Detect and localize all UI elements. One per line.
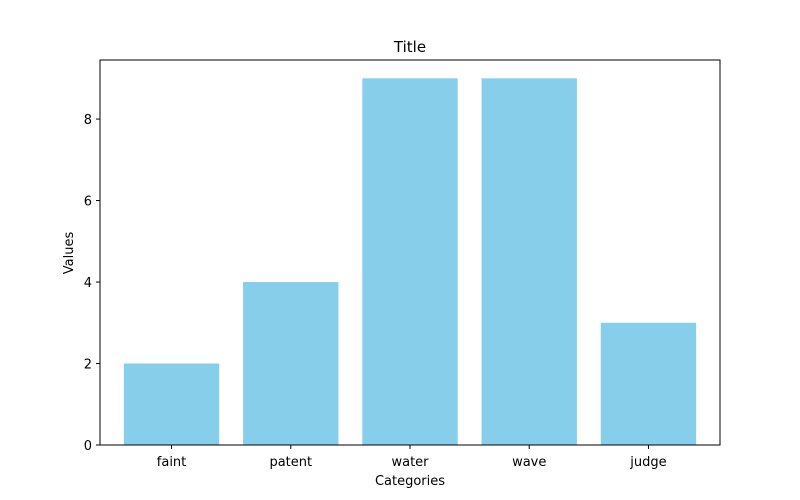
bars-group (123, 78, 697, 445)
bar-wave (481, 78, 577, 445)
x-axis-label: Categories (375, 474, 445, 489)
bar-water (362, 78, 458, 445)
x-tick-label: patent (269, 455, 312, 470)
x-tick-label: water (391, 455, 429, 470)
chart-title: Title (393, 38, 426, 56)
x-tick-label: wave (512, 455, 546, 470)
x-tick-label: judge (629, 455, 666, 470)
bar-faint (123, 363, 220, 445)
y-axis-label: Values (62, 232, 77, 275)
bar-judge (600, 322, 697, 445)
y-tick-label: 4 (84, 276, 92, 291)
y-axis-ticks: 0 2 4 6 8 (84, 113, 100, 454)
y-tick-label: 8 (84, 113, 92, 128)
y-tick-label: 2 (84, 358, 92, 373)
bar-patent (243, 282, 339, 445)
x-tick-label: faint (157, 455, 187, 470)
x-axis-ticks: faint patent water wave judge (157, 445, 667, 470)
y-tick-label: 6 (84, 195, 92, 210)
y-tick-label: 0 (84, 439, 92, 454)
